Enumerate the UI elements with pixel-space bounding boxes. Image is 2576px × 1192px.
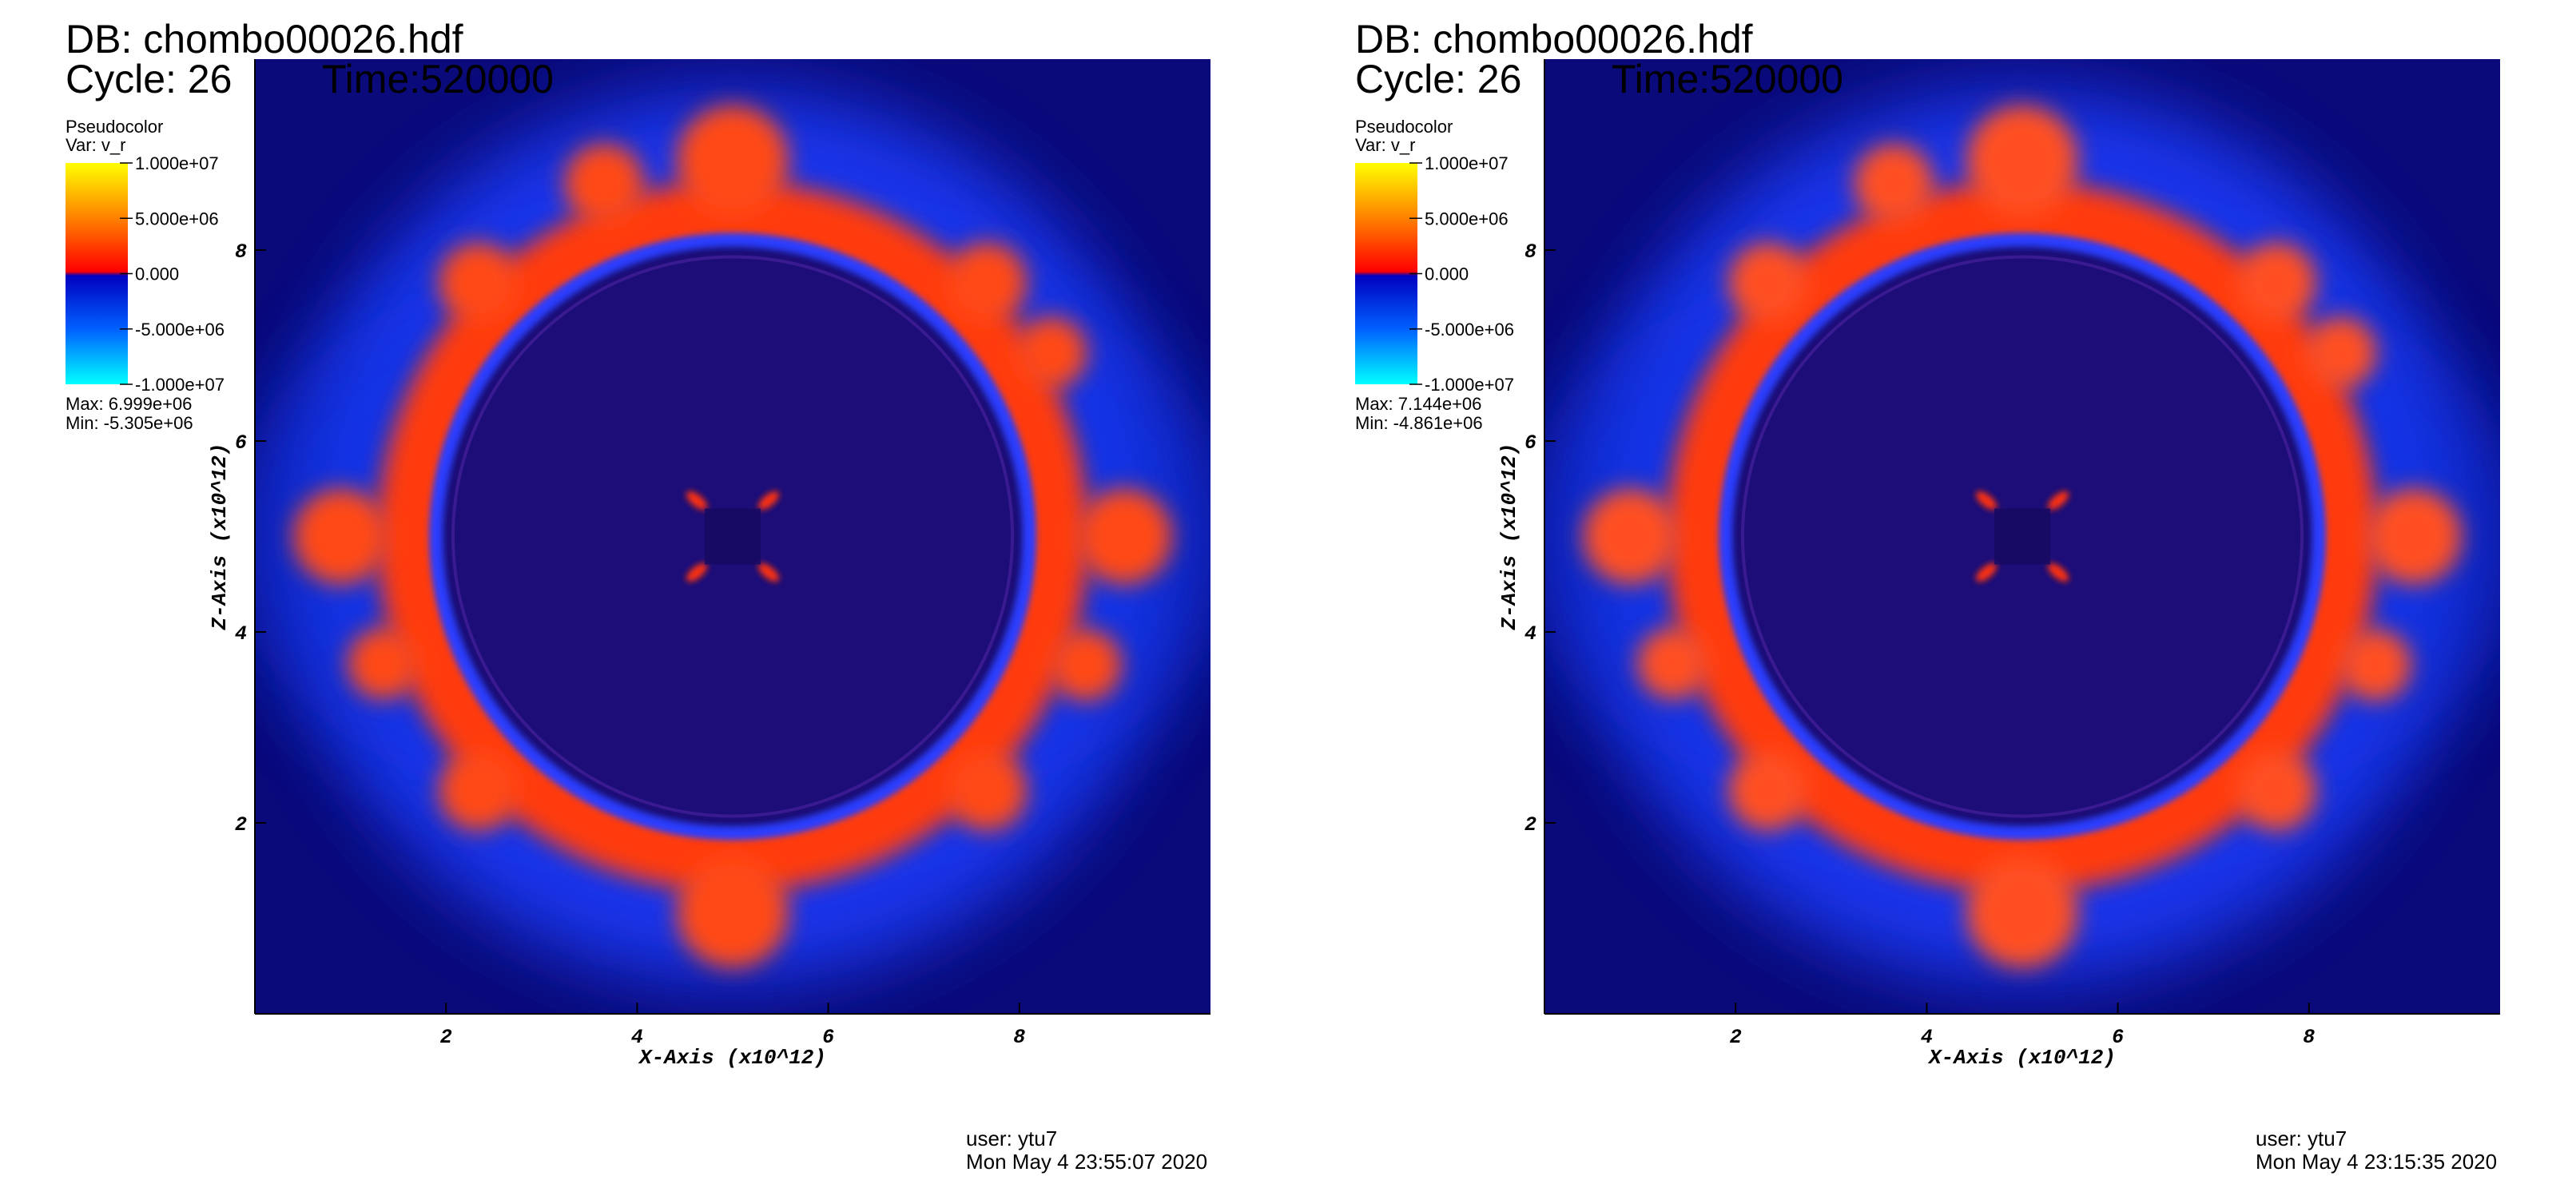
center-accent xyxy=(2047,491,2069,511)
red-blob xyxy=(1854,143,1934,224)
red-blob xyxy=(677,105,789,217)
colorbar xyxy=(1355,163,1417,384)
red-blob xyxy=(2236,242,2317,323)
red-blob xyxy=(1076,488,1172,585)
x-tick-label: 6 xyxy=(2112,1026,2124,1049)
cycle: Cycle: 26 xyxy=(66,57,232,101)
red-blob xyxy=(348,627,420,700)
x-tick-label: 4 xyxy=(1921,1026,1933,1049)
legend-min: Min: -5.305e+06 xyxy=(66,413,193,433)
legend-var: Var: v_r xyxy=(1355,135,1415,155)
user: user: ytu7 xyxy=(2256,1126,2347,1150)
inner-ring xyxy=(451,255,1014,818)
inner-ring xyxy=(1741,255,2304,818)
cycle: Cycle: 26 xyxy=(1355,57,1521,101)
red-blob xyxy=(677,856,789,968)
center-square xyxy=(705,508,761,565)
date: Mon May 4 23:15:35 2020 xyxy=(2256,1150,2497,1174)
center-accent xyxy=(1975,562,1998,582)
red-blob xyxy=(1583,488,1679,585)
y-tick-label: 8 xyxy=(1525,240,1536,264)
center-accent xyxy=(757,491,780,511)
colorbar xyxy=(66,163,128,384)
x-axis-label: X-Axis (x10^12) xyxy=(638,1046,826,1070)
db-name: DB: chombo00026.hdf xyxy=(66,17,463,62)
red-blob xyxy=(947,750,1028,831)
db-name: DB: chombo00026.hdf xyxy=(1355,17,1753,62)
red-blob xyxy=(2366,488,2462,585)
center-accent xyxy=(1975,491,1998,511)
red-blob xyxy=(1015,316,1087,389)
panel: 2 4 6 8 2 4 6 8 X-Axis (x10^12) Z-Axis (x10^12) DB… xyxy=(1355,17,2500,1174)
red-blob xyxy=(1966,856,2078,968)
y-tick-label: 6 xyxy=(235,431,247,455)
x-tick-label: 2 xyxy=(1730,1026,1742,1049)
red-blob xyxy=(1727,242,1808,323)
center-accent xyxy=(2047,562,2069,582)
pseudocolor-image xyxy=(1544,59,2500,1014)
colorbar-label: 1.000e+07 xyxy=(1425,153,1509,173)
colorbar-label: 0.000 xyxy=(1425,264,1469,284)
y-axis-label: Z-Axis (x10^12) xyxy=(208,443,232,630)
x-tick-label: 8 xyxy=(1013,1026,1025,1049)
red-blob xyxy=(947,242,1028,323)
colorbar-label: -5.000e+06 xyxy=(135,320,225,340)
red-blob xyxy=(1727,750,1808,831)
colorbar-label: 1.000e+07 xyxy=(135,153,219,173)
red-blob xyxy=(1637,627,1710,700)
time: Time:520000 xyxy=(322,57,554,101)
red-blob xyxy=(438,750,519,831)
red-blob xyxy=(1049,629,1122,701)
y-tick-label: 2 xyxy=(1525,813,1536,836)
center-accent xyxy=(686,491,708,511)
time: Time:520000 xyxy=(1612,57,1843,101)
colorbar-label: -1.000e+07 xyxy=(1425,375,1514,395)
red-blob xyxy=(1966,105,2078,217)
red-blob xyxy=(2304,316,2377,389)
y-tick-label: 8 xyxy=(235,240,247,264)
legend-var: Var: v_r xyxy=(66,135,125,155)
x-tick-label: 8 xyxy=(2303,1026,2315,1049)
legend-title: Pseudocolor xyxy=(66,117,163,137)
legend-max: Max: 6.999e+06 xyxy=(66,394,192,414)
legend-min: Min: -4.861e+06 xyxy=(1355,413,1483,433)
user: user: ytu7 xyxy=(966,1126,1057,1150)
red-blob xyxy=(438,242,519,323)
date: Mon May 4 23:55:07 2020 xyxy=(966,1150,1207,1174)
y-axis-label: Z-Axis (x10^12) xyxy=(1497,443,1521,630)
colorbar-label: 5.000e+06 xyxy=(135,209,219,228)
x-tick-label: 4 xyxy=(631,1026,643,1049)
colorbar-label: 5.000e+06 xyxy=(1425,209,1509,228)
legend-max: Max: 7.144e+06 xyxy=(1355,394,1481,414)
center-square xyxy=(1994,508,2050,565)
colorbar-label: -1.000e+07 xyxy=(135,375,225,395)
red-blob xyxy=(293,488,389,585)
red-blob xyxy=(564,143,645,224)
x-tick-label: 2 xyxy=(440,1026,452,1049)
legend-title: Pseudocolor xyxy=(1355,117,1453,137)
panel: 2 4 6 8 2 4 6 8 X-Axis (x10^12) Z-Axis (x10^12) DB… xyxy=(66,17,1210,1174)
x-axis-label: X-Axis (x10^12) xyxy=(1927,1046,2116,1070)
y-tick-label: 6 xyxy=(1525,431,1536,455)
y-tick-label: 2 xyxy=(235,813,247,836)
y-tick-label: 4 xyxy=(1525,622,1536,646)
colorbar-label: -5.000e+06 xyxy=(1425,320,1514,340)
red-blob xyxy=(2339,629,2411,701)
x-tick-label: 6 xyxy=(822,1026,834,1049)
center-accent xyxy=(686,562,708,582)
y-tick-label: 4 xyxy=(235,622,247,646)
colorbar-label: 0.000 xyxy=(135,264,179,284)
center-accent xyxy=(757,562,780,582)
pseudocolor-image xyxy=(255,59,1210,1014)
red-blob xyxy=(2236,750,2317,831)
